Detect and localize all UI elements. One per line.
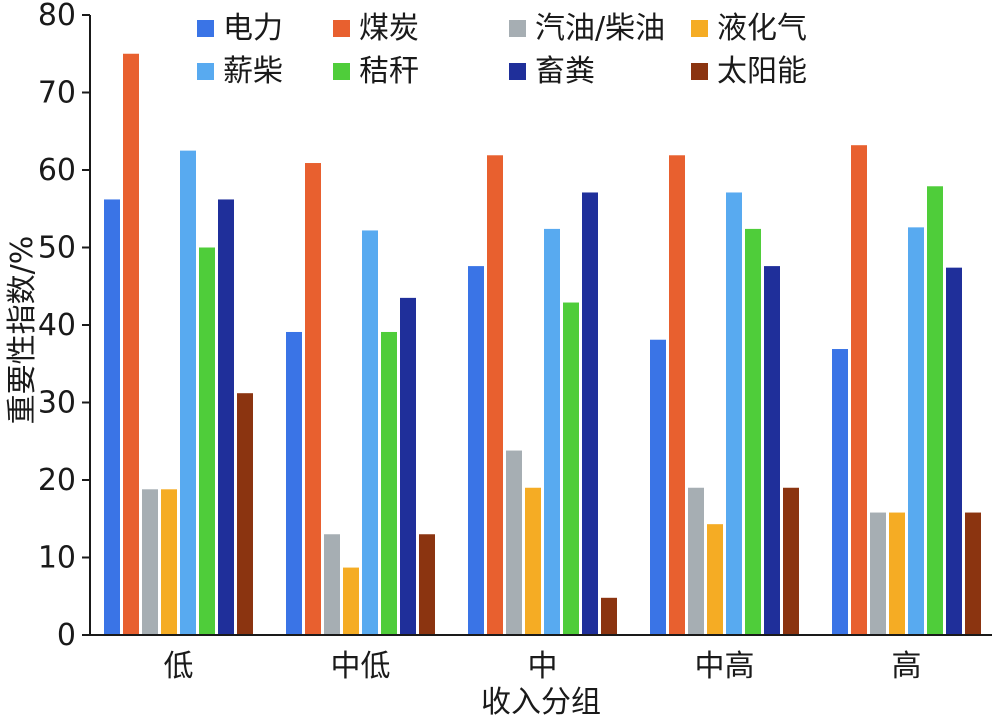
x-axis-title: 收入分组 xyxy=(481,685,601,720)
bar-液化气-中 xyxy=(525,487,541,635)
bar-薪柴-中低 xyxy=(362,230,378,635)
bar-畜粪-中 xyxy=(582,192,598,635)
legend-swatch xyxy=(509,20,526,37)
bar-煤炭-中低 xyxy=(305,163,321,635)
y-tick-label: 40 xyxy=(38,308,76,343)
x-tick-labels: 低 中低 中 中高 高 xyxy=(164,649,922,684)
bar-太阳能-中 xyxy=(601,597,617,635)
bar-电力-中 xyxy=(468,266,484,635)
bars-layer xyxy=(104,53,981,635)
legend-label: 电力 xyxy=(223,11,283,46)
bar-煤炭-中 xyxy=(487,155,503,635)
bar-液化气-高 xyxy=(889,512,905,635)
y-tick-label: 50 xyxy=(38,231,76,266)
bar-秸秆-中低 xyxy=(381,331,397,635)
legend-swatch xyxy=(333,63,350,80)
bar-煤炭-中高 xyxy=(669,155,685,635)
y-tick-label: 20 xyxy=(38,463,76,498)
x-tick-label: 中 xyxy=(528,649,558,684)
y-tick-label: 0 xyxy=(57,618,76,653)
bar-畜粪-中高 xyxy=(764,266,780,635)
legend-label: 薪柴 xyxy=(223,54,283,89)
bar-汽油/柴油-低 xyxy=(142,489,158,635)
bar-液化气-低 xyxy=(161,489,177,635)
bar-薪柴-中 xyxy=(544,228,560,635)
y-tick-label: 70 xyxy=(38,76,76,111)
bar-秸秆-中高 xyxy=(745,228,761,635)
x-tick-label: 中低 xyxy=(331,649,391,684)
y-ticks: 0 10 20 30 40 50 60 70 80 xyxy=(38,0,90,653)
legend-swatch xyxy=(509,63,526,80)
x-tick-label: 低 xyxy=(164,649,194,684)
legend-label: 液化气 xyxy=(717,11,807,46)
legend-label: 煤炭 xyxy=(359,11,419,46)
bar-秸秆-高 xyxy=(927,186,943,635)
bar-电力-高 xyxy=(832,349,848,635)
bar-太阳能-中低 xyxy=(419,534,435,635)
y-tick-label: 30 xyxy=(38,386,76,421)
bar-薪柴-低 xyxy=(180,150,196,635)
bar-液化气-中高 xyxy=(707,524,723,635)
y-tick-label: 60 xyxy=(38,153,76,188)
legend-label: 太阳能 xyxy=(717,54,807,89)
bar-电力-中低 xyxy=(286,331,302,635)
bar-薪柴-高 xyxy=(908,227,924,635)
y-tick-label: 10 xyxy=(38,541,76,576)
x-tick-label: 高 xyxy=(892,649,922,684)
bar-太阳能-低 xyxy=(237,393,253,635)
y-tick-label: 80 xyxy=(38,0,76,33)
bar-液化气-中低 xyxy=(343,567,359,635)
legend-swatch xyxy=(691,63,708,80)
bar-汽油/柴油-高 xyxy=(870,512,886,635)
bar-太阳能-中高 xyxy=(783,487,799,635)
bar-电力-低 xyxy=(104,199,120,635)
bar-汽油/柴油-中低 xyxy=(324,534,340,635)
legend-swatch xyxy=(333,20,350,37)
legend-swatch xyxy=(197,20,214,37)
y-axis-title: 重要性指数/% xyxy=(5,236,40,425)
legend-label: 畜粪 xyxy=(535,54,595,89)
legend-swatch xyxy=(691,20,708,37)
bar-畜粪-低 xyxy=(218,199,234,635)
bar-秸秆-低 xyxy=(199,247,215,635)
x-tick-label: 中高 xyxy=(695,649,755,684)
bar-煤炭-低 xyxy=(123,53,139,635)
legend-label: 汽油/柴油 xyxy=(535,11,665,46)
bar-煤炭-高 xyxy=(851,145,867,635)
bar-汽油/柴油-中高 xyxy=(688,487,704,635)
bar-太阳能-高 xyxy=(965,512,981,635)
bar-薪柴-中高 xyxy=(726,192,742,635)
bar-畜粪-高 xyxy=(946,267,962,635)
bar-汽油/柴油-中 xyxy=(506,450,522,635)
bar-电力-中高 xyxy=(650,339,666,635)
legend-swatch xyxy=(197,63,214,80)
legend-label: 秸秆 xyxy=(359,54,419,89)
bar-畜粪-中低 xyxy=(400,297,416,635)
bar-秸秆-中 xyxy=(563,302,579,635)
